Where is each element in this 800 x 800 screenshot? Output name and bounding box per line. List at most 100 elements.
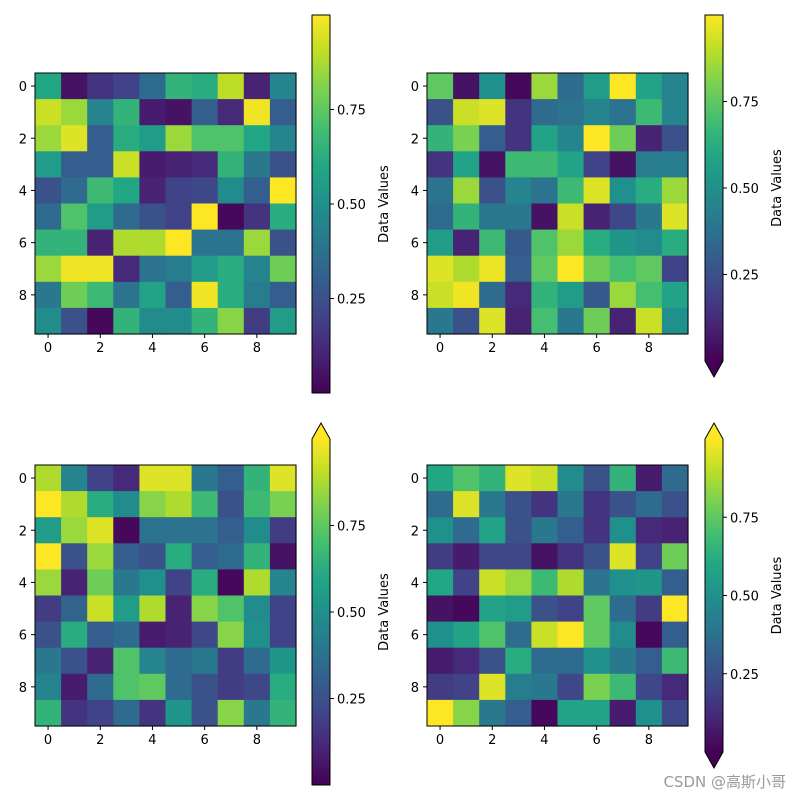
x-tick-label: 8 [645,733,653,748]
colorbar: 0.25 0.50 0.75 Data Values [311,14,392,394]
heatmap-frame [34,464,297,727]
heatmap-cell [269,569,297,597]
heatmap-frame [34,72,297,335]
heatmap-cell [243,203,271,231]
heatmap-cell [217,229,245,257]
heatmap-cell [243,595,271,623]
y-tick-label: 4 [411,184,419,199]
heatmap-cell [35,307,62,335]
heatmap-cell [35,281,62,309]
heatmap-cell [661,569,689,597]
heatmap-cell [479,543,506,570]
heatmap-cell [557,151,585,178]
heatmap-cell [557,73,585,100]
heatmap-cell [269,203,297,231]
y-tick-label: 6 [411,237,419,252]
heatmap-cell [453,255,480,283]
colorbar-gradient [705,15,723,361]
heatmap-cell [87,307,114,335]
heatmap-cell [609,203,637,231]
heatmap-cell [217,151,245,178]
heatmap-cell [427,99,454,126]
heatmap-cell [191,595,219,623]
heatmap-cell [61,465,88,492]
heatmap-cell [217,307,245,335]
heatmap-cell [87,125,114,152]
heatmap-cell [453,229,480,257]
heatmap-cell [479,307,506,335]
heatmap-cell [87,177,114,205]
heatmap-cell [609,177,637,205]
heatmap-cell [165,621,193,649]
heatmap-cell [583,255,611,283]
heatmap-cell [87,229,114,257]
heatmap-cell [139,255,167,283]
x-tick-label: 6 [201,733,209,748]
heatmap-cell [661,255,689,283]
heatmap-cell [661,647,689,675]
heatmap-cell [453,647,480,675]
watermark-text: CSDN @高斯小哥 [663,773,786,791]
heatmap-cell [609,491,637,518]
heatmap-cell [505,543,532,570]
heatmap-cell [557,595,585,623]
heatmap-cell [479,699,506,727]
heatmap-cell [113,229,140,257]
heatmap-cell [87,465,114,492]
heatmap-cell [661,543,689,570]
heatmap-cell [427,621,454,649]
heatmap-cell [505,517,532,544]
heatmap-cell [269,177,297,205]
x-tick-label: 0 [436,341,444,356]
heatmap-cell [243,281,271,309]
heatmap-cell [269,307,297,335]
heatmap-cell [139,177,167,205]
heatmap-cell [635,177,663,205]
x-tick-label: 4 [148,341,156,356]
heatmap-cell [191,177,219,205]
heatmap-cell [191,307,219,335]
heatmap-cell [113,203,140,231]
heatmap-cell [453,595,480,623]
colorbar-tick-label: 0.75 [337,104,366,119]
colorbar-gradient [705,439,723,752]
heatmap-cell [217,177,245,205]
heatmap-cell [453,151,480,178]
heatmap-cell [635,255,663,283]
heatmap-cell [139,647,167,675]
heatmap-cell [583,73,611,100]
heatmap-cell [479,517,506,544]
heatmap-cell [191,647,219,675]
colorbar-outline [704,14,724,379]
heatmap-cell [427,699,454,727]
heatmap-cell [35,125,62,152]
heatmap-cell [505,595,532,623]
heatmap-cell [87,543,114,570]
heatmap-cell [531,699,559,727]
heatmap-cell [505,73,532,100]
heatmap-cell [217,99,245,126]
y-tick-label: 8 [19,289,27,304]
heatmap-cell [165,491,193,518]
heatmap-cell [479,569,506,597]
heatmap-cell [243,307,271,335]
heatmap-cell [113,699,140,727]
heatmap-cell [61,99,88,126]
heatmap-cell [217,465,245,492]
heatmap-cell [557,99,585,126]
heatmap-cell [531,151,559,178]
heatmap-cell [165,307,193,335]
heatmap-cell [243,229,271,257]
heatmap-cell [635,543,663,570]
heatmap-panel-4: 0 2 4 6 8 0 2 4 6 8 0.25 0.50 0.75 Data Values [411,421,785,770]
heatmap-cell [609,151,637,178]
heatmap-cell [217,73,245,100]
heatmap-cell [583,151,611,178]
heatmap-cell [269,125,297,152]
heatmap-cell [557,569,585,597]
heatmap-cells [427,465,689,727]
y-tick-label: 0 [19,80,27,95]
heatmap-cell [191,517,219,544]
heatmap-cell [191,125,219,152]
